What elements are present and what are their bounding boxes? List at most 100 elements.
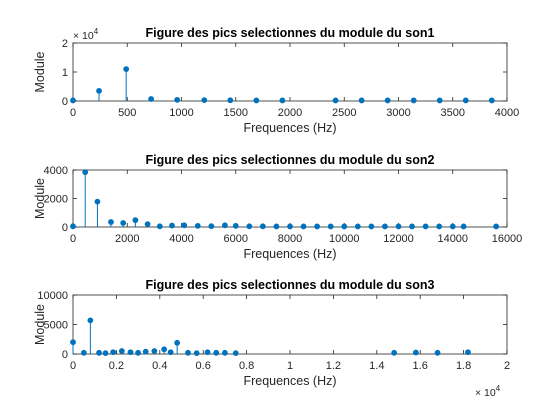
axes-box xyxy=(72,169,508,228)
stem-marker xyxy=(327,223,334,230)
y-tick-label: 0 xyxy=(62,222,68,234)
subplot-2: 0 2000 4000 6000 8000 10000 12000 14000 16000 0 20… xyxy=(33,153,522,261)
stem-marker xyxy=(70,339,76,346)
stem-marker xyxy=(409,223,415,230)
stem-marker xyxy=(462,97,469,104)
x-tick-label: 14000 xyxy=(437,233,468,245)
stem-marker xyxy=(135,349,142,356)
stem-marker xyxy=(181,222,188,229)
stem-marker xyxy=(108,219,114,225)
y-exponent-power: 4 xyxy=(94,27,99,36)
stem-marker xyxy=(227,97,234,104)
stem-marker xyxy=(123,66,130,72)
stem-marker xyxy=(167,349,174,356)
subplot-1: 0 500 1000 1500 2000 2500 3000 3500 4000 0 1 2 Figur… xyxy=(33,26,519,135)
stem-marker xyxy=(259,223,266,230)
stem-marker xyxy=(382,223,388,230)
stem-marker xyxy=(434,349,441,356)
y-tick-label: 0 xyxy=(62,96,68,108)
stem-marker xyxy=(232,222,239,229)
y-exponent: × 104 xyxy=(73,27,99,42)
stem-marker xyxy=(110,349,117,356)
x-tick-label: 500 xyxy=(118,107,136,119)
chart-title: Figure des pics selectionnes du module d… xyxy=(146,278,435,292)
stem-marker xyxy=(422,223,429,230)
stem-marker xyxy=(70,97,76,104)
axes-box xyxy=(72,294,508,355)
x-tick-label: 2 xyxy=(504,360,510,372)
stem-marker xyxy=(314,223,321,230)
x-tick-label: 0.4 xyxy=(152,360,167,372)
stem-marker xyxy=(120,220,127,226)
stem-marker xyxy=(194,222,201,229)
stem-marker xyxy=(201,97,208,104)
x-axis-label: Frequences (Hz) xyxy=(243,247,336,261)
x-tick-label: 1 xyxy=(287,360,293,372)
x-tick-label: 1.6 xyxy=(413,360,428,372)
x-tick-label: 4000 xyxy=(169,233,193,245)
stem-marker xyxy=(341,223,348,230)
x-tick-label: 1000 xyxy=(169,107,193,119)
stem-marker xyxy=(161,346,168,353)
stem-marker xyxy=(127,349,134,356)
x-tick-label: 0.2 xyxy=(109,360,124,372)
stem-marker xyxy=(156,223,163,230)
x-tick-label: 1.4 xyxy=(369,360,384,372)
x-exponent-power: 4 xyxy=(496,384,501,393)
stem-marker xyxy=(80,349,87,356)
stem-marker xyxy=(174,339,181,346)
stem-marker xyxy=(174,96,181,103)
y-tick-label: 4000 xyxy=(44,165,68,177)
stem-marker xyxy=(391,349,398,356)
y-axis-label: Module xyxy=(33,178,47,219)
x-exponent-base: × 10 xyxy=(475,387,496,399)
subplot-3: 0 0.2 0.4 0.6 0.8 1 1.2 1.4 1.6 1.8 2 0 5000 10000 Fig… xyxy=(33,278,510,399)
stem-marker xyxy=(436,223,443,230)
stem-marker xyxy=(384,97,391,104)
axes-box xyxy=(72,42,508,102)
stem-marker xyxy=(436,97,443,104)
stem-marker xyxy=(493,223,500,230)
stem-marker xyxy=(222,349,228,356)
x-axis-label: Frequences (Hz) xyxy=(243,121,336,135)
y-tick-label: 5000 xyxy=(44,320,68,332)
x-tick-label: 0.8 xyxy=(239,360,254,372)
y-tick-label: 2000 xyxy=(44,194,68,206)
y-tick-label: 2 xyxy=(62,38,68,50)
chart-title: Figure des pics selectionnes du module d… xyxy=(146,153,435,167)
x-tick-label: 8000 xyxy=(278,233,302,245)
x-tick-label: 0 xyxy=(70,107,76,119)
stem-marker xyxy=(142,348,149,355)
stem-marker xyxy=(395,223,402,230)
stem-marker xyxy=(208,223,215,230)
stem-marker xyxy=(410,97,417,104)
stem-marker xyxy=(273,223,280,230)
stem-marker xyxy=(488,97,495,104)
x-tick-label: 12000 xyxy=(383,233,414,245)
stem-marker xyxy=(102,350,109,357)
stem-marker xyxy=(412,349,419,356)
stem-marker xyxy=(354,223,361,230)
stem-marker xyxy=(253,97,260,104)
chart-title: Figure des pics selectionnes du module d… xyxy=(146,26,435,40)
x-tick-label: 3000 xyxy=(386,107,410,119)
x-tick-label: 3500 xyxy=(441,107,465,119)
y-tick-label: 0 xyxy=(62,349,68,361)
stem-marker xyxy=(185,349,191,356)
stem-marker xyxy=(148,96,155,102)
stem-marker xyxy=(368,223,375,230)
stem-marker xyxy=(460,223,467,230)
x-tick-label: 10000 xyxy=(329,233,360,245)
y-axis-label: Module xyxy=(33,304,47,345)
stem-marker xyxy=(132,217,139,224)
x-tick-label: 2500 xyxy=(332,107,356,119)
stem-marker xyxy=(358,97,365,104)
stem-marker xyxy=(82,169,89,176)
x-tick-label: 0 xyxy=(70,233,76,245)
stem-marker xyxy=(279,97,286,104)
stem-marker xyxy=(96,349,102,356)
stem-marker xyxy=(193,350,200,357)
x-tick-label: 0 xyxy=(70,360,76,372)
x-tick-label: 0.6 xyxy=(196,360,211,372)
